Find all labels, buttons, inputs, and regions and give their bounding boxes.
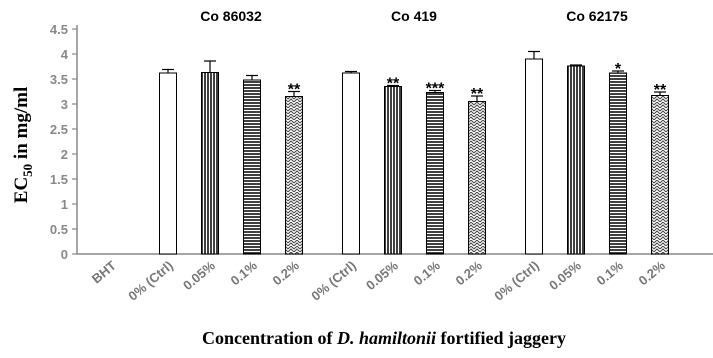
y-tick-label: 3.5: [50, 72, 68, 87]
x-category-label: BHT: [89, 258, 119, 287]
significance-label: **: [471, 86, 484, 103]
group-label: Co 419: [391, 8, 437, 24]
x-category-label: 0.05%: [363, 258, 401, 293]
bar: [285, 96, 303, 255]
y-tick-label: 0: [61, 247, 68, 262]
bar: [159, 72, 177, 255]
x-category-label: 0.2%: [453, 258, 486, 289]
group-label: Co 62175: [566, 8, 628, 24]
bar: [342, 72, 360, 255]
significance-label: **: [654, 82, 667, 99]
significance-label: ***: [426, 81, 445, 98]
y-tick-label: 4: [61, 47, 69, 62]
x-category-label: 0.1%: [228, 258, 261, 289]
x-axis-label: Concentration of D. hamiltonii fortified…: [202, 328, 566, 348]
x-category-label: 0.1%: [594, 258, 627, 289]
y-tick-label: 4.5: [50, 22, 68, 37]
x-category-label: 0.05%: [180, 258, 218, 293]
bar: [384, 86, 402, 255]
y-tick-label: 3: [61, 97, 68, 112]
x-category-label: 0.1%: [411, 258, 444, 289]
group-label: Co 86032: [200, 8, 262, 24]
bar: [567, 65, 585, 255]
y-tick-label: 2.5: [50, 122, 68, 137]
bar: [651, 95, 669, 255]
x-category-label: 0% (Ctrl): [308, 258, 359, 304]
bar: [609, 72, 627, 255]
bar: [243, 79, 261, 255]
bar: [201, 72, 219, 255]
significance-label: **: [288, 82, 301, 99]
significance-label: **: [387, 76, 400, 93]
y-axis-label: EC50 in mg/ml: [11, 87, 35, 203]
y-tick-label: 2: [61, 147, 68, 162]
x-category-label: 0.2%: [636, 258, 669, 289]
y-tick-label: 0.5: [50, 222, 68, 237]
bar: [525, 58, 543, 255]
significance-label: *: [615, 61, 622, 78]
x-category-label: 0.05%: [546, 258, 584, 293]
bar: [468, 101, 486, 255]
x-category-label: 0% (Ctrl): [125, 258, 176, 304]
bar: [426, 92, 444, 255]
y-tick-label: 1: [61, 197, 68, 212]
x-category-label: 0.2%: [270, 258, 303, 289]
x-category-label: 0% (Ctrl): [491, 258, 542, 304]
y-tick-label: 1.5: [50, 172, 68, 187]
